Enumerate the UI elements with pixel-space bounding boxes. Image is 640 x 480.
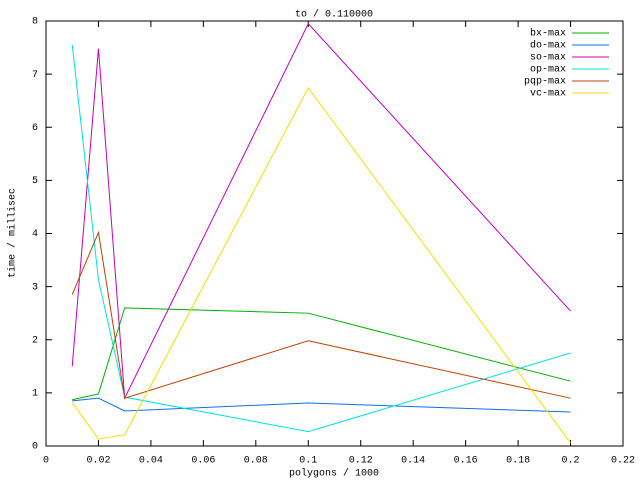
y-tick-label: 5 (32, 176, 38, 187)
y-tick-label: 2 (32, 335, 38, 346)
y-tick-label: 4 (32, 229, 38, 240)
x-tick-label: 0.1 (299, 456, 317, 467)
x-tick-label: 0.06 (191, 456, 215, 467)
y-tick-label: 7 (32, 70, 38, 81)
x-tick-label: 0.16 (454, 456, 478, 467)
x-axis-label: polygons / 1000 (289, 468, 379, 480)
y-tick-label: 3 (32, 282, 38, 293)
series-line (71, 44, 571, 433)
series-line (71, 230, 571, 399)
legend-label: op-max (530, 65, 566, 76)
x-tick-label: 0.22 (611, 456, 635, 467)
legend-label: do-max (530, 40, 566, 52)
legend-label: vc-max (530, 89, 566, 100)
x-tick-label: 0.14 (401, 456, 425, 467)
x-tick-label: 0.08 (244, 456, 268, 467)
y-tick-label: 0 (32, 442, 38, 453)
legend-label: so-max (530, 53, 566, 64)
x-tick-label: 0.02 (86, 456, 110, 467)
legend-label: bx-max (530, 28, 566, 40)
series-line (72, 397, 571, 413)
x-tick-label: 0 (43, 456, 49, 467)
legend-label: pqp-max (524, 77, 566, 88)
y-axis-label: time / millisec (7, 188, 19, 278)
series-line (72, 307, 571, 401)
y-tick-label: 8 (32, 17, 38, 28)
y-tick-label: 6 (32, 123, 38, 134)
series-line (71, 87, 571, 444)
x-tick-label: 0.12 (349, 456, 373, 467)
y-tick-label: 1 (32, 389, 38, 400)
x-tick-label: 0.04 (139, 456, 163, 467)
chart-title: to / 0.110000 (295, 9, 373, 21)
x-tick-label: 0.18 (506, 456, 530, 467)
x-tick-label: 0.2 (562, 456, 580, 467)
